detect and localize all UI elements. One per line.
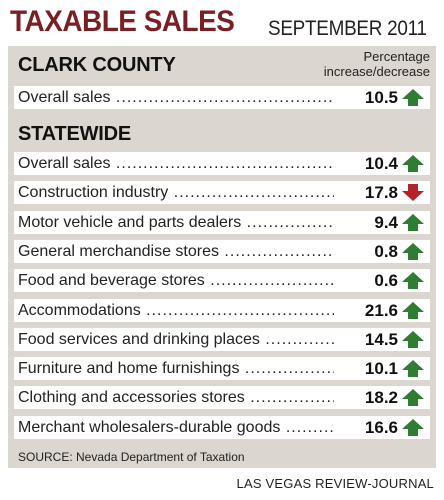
up-arrow-icon xyxy=(402,242,424,260)
data-panel: CLARK COUNTY Percentage increase/decreas… xyxy=(8,46,436,468)
row-value: 14.5 xyxy=(334,327,398,351)
table-row: Merchant wholesalers-durable goods16.6 xyxy=(14,415,430,439)
row-label: Overall sales xyxy=(18,153,342,175)
table-row: Clothing and accessories stores18.2 xyxy=(14,386,430,410)
table-row: Accommodations21.6 xyxy=(14,298,430,322)
section-heading-statewide: STATEWIDE xyxy=(18,123,132,145)
table-row: Construction industry17.8 xyxy=(14,181,430,205)
row-label: Furniture and home furnishings xyxy=(18,358,342,380)
section-heading-clark: CLARK COUNTY xyxy=(18,54,176,76)
row-value: 0.8 xyxy=(334,239,398,263)
up-arrow-icon xyxy=(402,272,424,290)
row-value: 21.6 xyxy=(334,298,398,322)
row-value: 18.2 xyxy=(334,386,398,410)
table-row: Motor vehicle and parts dealers9.4 xyxy=(14,210,430,234)
table-row: General merchandise stores0.8 xyxy=(14,239,430,263)
table-row: Overall sales10.5 xyxy=(14,86,430,109)
up-arrow-icon xyxy=(402,389,424,407)
up-arrow-icon xyxy=(402,301,424,319)
row-label: Construction industry xyxy=(18,182,342,204)
column-note-line-1: Percentage xyxy=(363,49,431,64)
table-row: Overall sales10.4 xyxy=(14,152,430,175)
row-value: 10.4 xyxy=(334,152,398,175)
row-label: Food and beverage stores xyxy=(18,270,342,292)
row-value: 10.5 xyxy=(334,86,398,109)
table-row: Food services and drinking places14.5 xyxy=(14,327,430,351)
table-row: Furniture and home furnishings10.1 xyxy=(14,357,430,381)
up-arrow-icon xyxy=(402,360,424,378)
up-arrow-icon xyxy=(402,330,424,348)
chart-subtitle: SEPTEMBER 2011 xyxy=(268,17,427,40)
row-label: Clothing and accessories stores xyxy=(18,387,342,409)
up-arrow-icon xyxy=(402,418,424,436)
column-note-line-2: increase/decrease xyxy=(323,64,430,79)
up-arrow-icon xyxy=(402,155,424,172)
row-value: 9.4 xyxy=(334,210,398,234)
row-label: General merchandise stores xyxy=(18,241,342,263)
row-value: 0.6 xyxy=(334,269,398,293)
chart-title: TAXABLE SALES xyxy=(10,5,235,38)
row-label: Accommodations xyxy=(18,300,342,322)
row-label: Overall sales xyxy=(18,87,342,109)
row-label: Merchant wholesalers-durable goods xyxy=(18,417,342,439)
publisher-credit: LAS VEGAS REVIEW-JOURNAL xyxy=(236,476,434,491)
source-note: SOURCE: Nevada Department of Taxation xyxy=(18,450,245,464)
table-row: Food and beverage stores0.6 xyxy=(14,269,430,293)
up-arrow-icon xyxy=(402,89,424,106)
up-arrow-icon xyxy=(402,213,424,231)
row-value: 16.6 xyxy=(334,415,398,439)
row-label: Food services and drinking places xyxy=(18,329,342,351)
title-row: TAXABLE SALES SEPTEMBER 2011 xyxy=(10,5,440,45)
column-note: Percentage increase/decrease xyxy=(324,49,430,79)
down-arrow-icon xyxy=(402,184,424,202)
row-value: 10.1 xyxy=(334,357,398,381)
row-label: Motor vehicle and parts dealers xyxy=(18,212,342,234)
row-value: 17.8 xyxy=(334,181,398,205)
